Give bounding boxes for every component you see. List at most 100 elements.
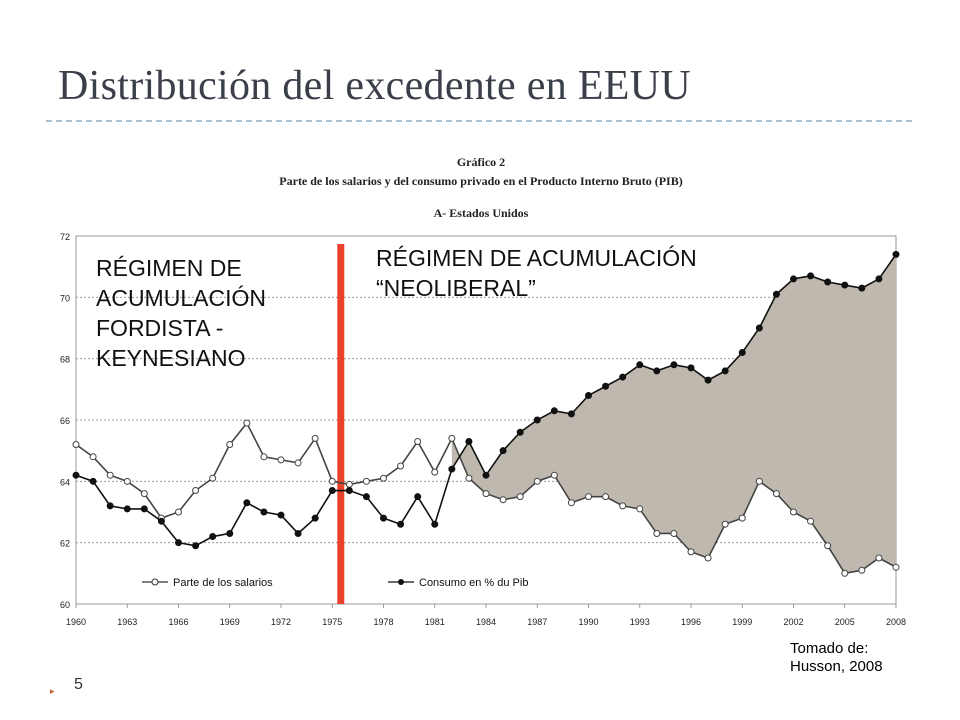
data-point [516, 493, 524, 501]
annotation-line: KEYNESIANO [96, 345, 246, 371]
data-point [448, 465, 456, 473]
data-point [721, 367, 729, 375]
data-point [277, 511, 285, 519]
data-point [772, 490, 780, 498]
x-tick-label: 1993 [630, 617, 650, 627]
data-point [140, 505, 148, 513]
data-point [175, 539, 182, 547]
y-tick-label: 62 [60, 539, 70, 549]
x-tick-label: 1978 [373, 617, 393, 627]
data-point [209, 474, 217, 482]
data-point [738, 349, 746, 357]
data-point [755, 324, 763, 332]
data-point [89, 453, 97, 461]
x-tick-label: 2008 [886, 617, 906, 627]
data-point [311, 434, 319, 442]
data-point [345, 487, 353, 495]
x-tick-label: 1969 [220, 617, 240, 627]
data-point [892, 250, 900, 258]
x-tick-label: 1975 [322, 617, 342, 627]
legend-marker-consumo [398, 579, 404, 585]
data-point [670, 361, 678, 369]
data-point [738, 514, 746, 522]
data-point [499, 496, 507, 504]
data-point [533, 416, 541, 424]
data-point [209, 533, 217, 541]
data-point [260, 508, 268, 516]
x-tick-label: 1963 [117, 617, 137, 627]
title-divider [46, 120, 912, 122]
annotation-line: RÉGIMEN DE ACUMULACIÓN [376, 245, 697, 271]
slide-number: 5 [74, 676, 83, 693]
slide-title: Distribución del excedente en EEUU [58, 63, 691, 109]
data-point [260, 453, 268, 461]
footer-bullet-icon: ▸ [50, 686, 55, 696]
chart-svg: Gráfico 2 Parte de los salarios y del co… [60, 155, 906, 627]
x-tick-label: 1999 [732, 617, 752, 627]
data-point [824, 542, 832, 550]
data-point [414, 437, 422, 445]
data-point [567, 499, 575, 507]
data-point [345, 480, 353, 488]
data-point [465, 437, 473, 445]
data-point [192, 542, 200, 550]
annotation-neoliberal: RÉGIMEN DE ACUMULACIÓN “NEOLIBERAL” [376, 245, 697, 301]
data-point [397, 520, 405, 528]
data-point [226, 529, 234, 537]
data-point [431, 520, 439, 528]
data-point [550, 471, 558, 479]
data-point [277, 456, 285, 464]
credit-line-2: Husson, 2008 [790, 658, 883, 675]
data-point [192, 487, 200, 495]
data-point [482, 471, 490, 479]
data-point [243, 499, 251, 507]
data-point [619, 373, 627, 381]
data-point [875, 554, 883, 562]
data-point [790, 508, 797, 516]
data-point [448, 434, 456, 442]
data-point [704, 376, 712, 384]
chart-figure: Gráfico 2 Parte de los salarios y del co… [46, 140, 912, 634]
x-tick-label: 1984 [476, 617, 496, 627]
data-point [328, 477, 336, 485]
y-tick-label: 66 [60, 416, 70, 426]
data-point [106, 502, 114, 510]
x-tick-label: 1981 [425, 617, 445, 627]
data-point [72, 471, 80, 479]
data-point [824, 278, 832, 286]
data-point [807, 272, 815, 280]
y-tick-label: 64 [60, 477, 70, 487]
data-point [123, 505, 131, 513]
y-tick-label: 60 [60, 600, 70, 610]
data-point [653, 529, 661, 537]
chart-panel-label: A- Estados Unidos [434, 206, 529, 220]
data-point [875, 275, 883, 283]
data-point [499, 447, 507, 455]
annotation-line: FORDISTA - [96, 315, 223, 341]
data-point [550, 407, 558, 415]
data-point [243, 419, 251, 427]
data-point [858, 566, 866, 574]
y-tick-label: 68 [60, 355, 70, 365]
data-point [636, 361, 644, 369]
data-point [140, 490, 148, 498]
data-point [362, 477, 370, 485]
data-point [670, 529, 678, 537]
data-point [516, 428, 524, 436]
data-point [175, 508, 182, 516]
data-point [687, 364, 695, 372]
data-point [380, 514, 387, 522]
data-point [431, 468, 439, 476]
data-point [311, 514, 319, 522]
x-tick-label: 1960 [66, 617, 86, 627]
source-credit: Tomado de: Husson, 2008 [790, 640, 883, 676]
data-point [294, 459, 302, 467]
data-point [362, 493, 370, 501]
data-point [106, 471, 114, 479]
x-tick-label: 1987 [527, 617, 547, 627]
data-point [602, 382, 610, 390]
data-point [755, 477, 763, 485]
annotation-line: ACUMULACIÓN [96, 285, 266, 311]
y-tick-label: 70 [60, 293, 70, 303]
data-point [602, 493, 610, 501]
